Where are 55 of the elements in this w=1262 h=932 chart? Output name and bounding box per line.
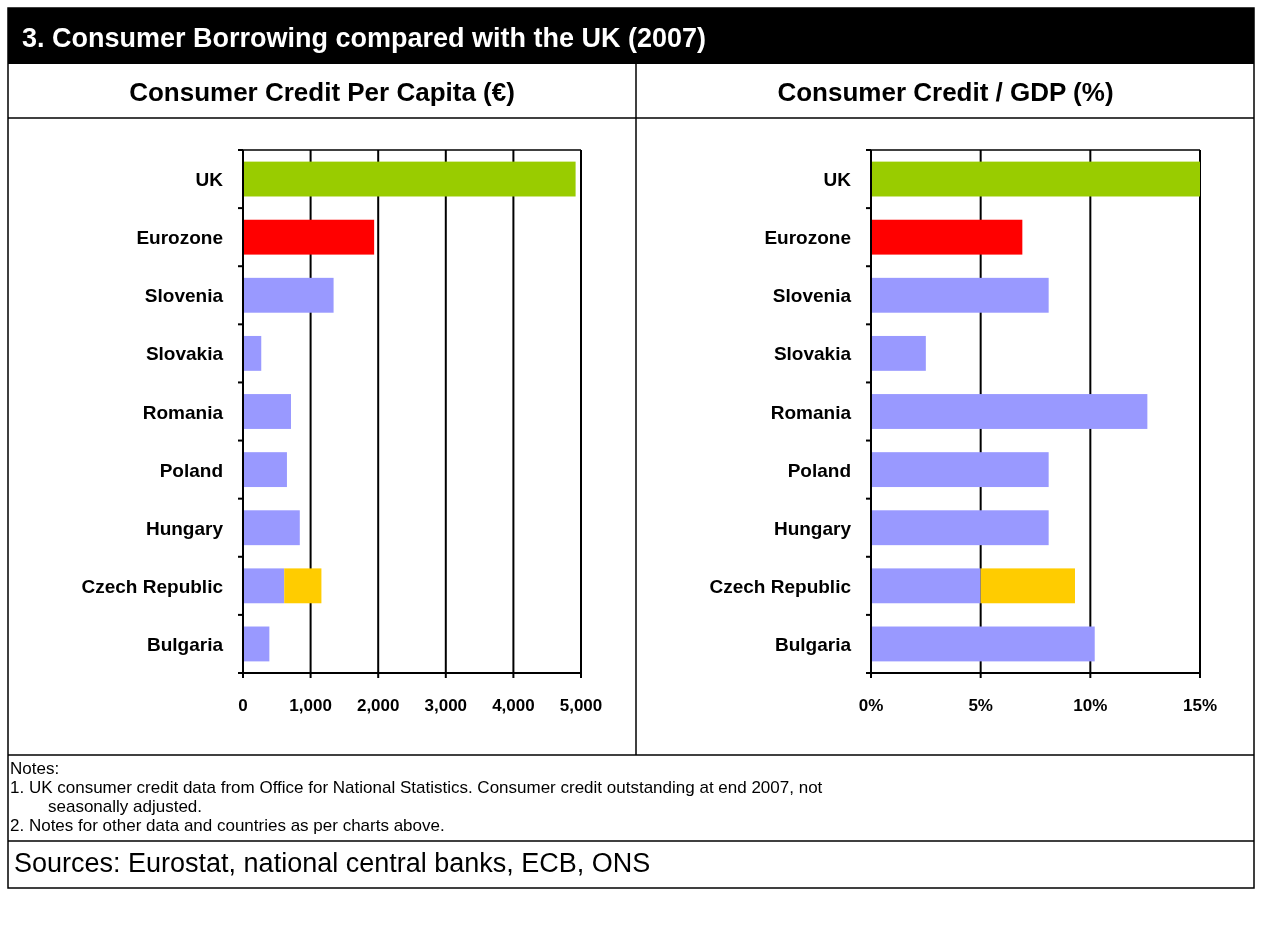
text: 3. Consumer Borrowing compared with the UK (2007) — [22, 23, 707, 53]
y-tick-label: Eurozone — [764, 227, 851, 249]
y-tick-label: UK — [195, 169, 224, 191]
chart-title: Consumer Credit / GDP (%) — [777, 77, 1114, 107]
y-tick-label: Poland — [159, 459, 223, 481]
bar — [243, 452, 287, 488]
x-tick-label: 5,000 — [559, 696, 603, 715]
text: 1. UK consumer credit data from Office for National Statistics. Consumer credit outstanding at end 2007, not seasonally adjusted. — [10, 778, 823, 816]
y-tick-label: Bulgaria — [146, 633, 224, 655]
bar — [871, 394, 1148, 429]
bar — [243, 277, 334, 313]
x-tick-label: 0 — [238, 696, 248, 715]
bar — [243, 568, 285, 604]
y-tick-label: Poland — [787, 459, 851, 481]
bar — [871, 161, 1200, 197]
source-note: Sources: Eurostat, national central banks, ECB, ONS — [14, 848, 651, 878]
bar — [243, 219, 375, 255]
bar — [243, 510, 300, 546]
y-tick-label: Czech Republic — [81, 575, 224, 597]
bar — [871, 626, 1095, 662]
bar — [980, 568, 1075, 604]
x-tick-label: 2,000 — [356, 696, 400, 715]
x-tick-label: 10% — [1073, 696, 1108, 715]
bar — [243, 161, 576, 197]
bar — [871, 510, 1049, 546]
x-tick-label: 0% — [858, 696, 884, 715]
bar — [243, 394, 291, 429]
y-tick-label: Romania — [142, 401, 224, 423]
y-tick-label: Czech Republic — [709, 575, 852, 597]
bar — [871, 568, 981, 604]
bar — [871, 452, 1049, 488]
y-tick-label: Hungary — [773, 517, 852, 539]
bar — [243, 335, 262, 371]
bar — [243, 626, 270, 662]
y-tick-label: Slovakia — [773, 343, 852, 365]
y-tick-label: Slovenia — [144, 285, 224, 307]
y-tick-label: Bulgaria — [774, 633, 852, 655]
y-tick-label: UK — [823, 169, 852, 191]
y-tick-label: Eurozone — [136, 227, 223, 249]
text: Notes: — [10, 759, 60, 778]
bar — [284, 568, 322, 604]
text: 2. Notes for other data and countries as per charts above. — [10, 816, 445, 835]
bar — [871, 219, 1023, 255]
chart-title: Consumer Credit Per Capita (€) — [129, 77, 515, 107]
x-tick-label: 5% — [968, 696, 993, 715]
x-tick-label: 1,000 — [289, 696, 332, 715]
y-tick-label: Romania — [770, 401, 852, 423]
y-tick-label: Hungary — [145, 517, 224, 539]
y-tick-label: Slovenia — [772, 285, 852, 307]
x-tick-label: 4,000 — [492, 696, 535, 715]
bar — [871, 335, 926, 371]
x-tick-label: 3,000 — [424, 696, 468, 715]
bar — [871, 277, 1049, 313]
y-tick-label: Slovakia — [145, 343, 224, 365]
x-tick-label: 15% — [1182, 696, 1218, 715]
